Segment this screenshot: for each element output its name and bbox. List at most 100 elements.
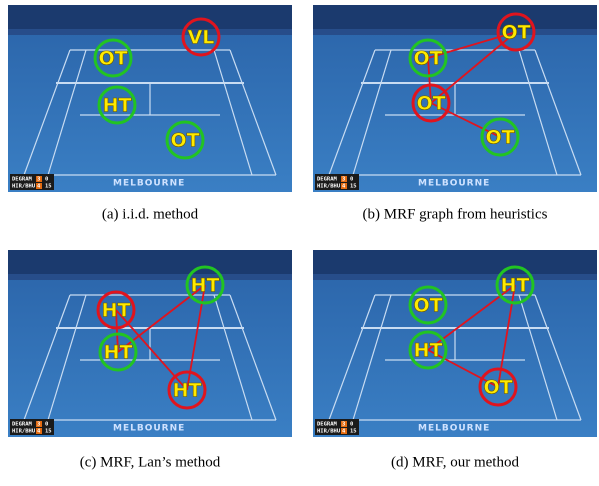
graph-edge [427, 57, 432, 104]
node-circle [478, 367, 518, 407]
score-text: HIR/BHU [12, 429, 36, 435]
score-box [36, 183, 42, 189]
court-line [229, 294, 277, 421]
node-circle [411, 83, 451, 123]
node-label: OT [501, 22, 530, 44]
score-box [341, 183, 347, 189]
scoreboard-bg [10, 419, 54, 435]
stands-band [313, 29, 597, 35]
node-circle [495, 265, 535, 305]
score-text: 0 [350, 177, 353, 183]
node-circle [408, 330, 448, 370]
scoreboard: DEGRAM 3 0 HIR/BHU 4 15 [315, 419, 359, 435]
score-text: 0 [350, 422, 353, 428]
court-line [23, 294, 71, 421]
court-line [534, 294, 582, 421]
court-line [328, 49, 376, 176]
score-text: DEGRAM [317, 177, 338, 183]
node-label: HT [104, 342, 133, 364]
graph-edge [115, 309, 119, 353]
score-text: 4 [342, 184, 346, 190]
node-label: HT [173, 380, 202, 402]
score-text: 15 [45, 429, 52, 435]
score-box [341, 421, 347, 427]
scoreboard-bg [315, 174, 359, 190]
court-line [534, 49, 582, 176]
node-label: OT [483, 377, 512, 399]
venue-logo: MELBOURNE [113, 424, 185, 434]
court-line [47, 49, 87, 176]
graph-edge [427, 31, 517, 59]
node-circle [181, 17, 221, 57]
node-circle [480, 117, 520, 157]
caption: (c) MRF, Lan’s method [80, 454, 221, 470]
score-text: 3 [342, 422, 345, 428]
node-label: OT [170, 130, 199, 152]
node-label: HT [103, 95, 132, 117]
score-text: 4 [37, 429, 41, 435]
node-label: HT [102, 300, 131, 322]
score-text: 15 [350, 184, 357, 190]
court-line [47, 294, 87, 421]
score-text: 3 [37, 422, 40, 428]
score-text: 15 [350, 429, 357, 435]
score-box [36, 421, 42, 427]
node-circle [97, 85, 137, 125]
score-text: DEGRAM [12, 177, 33, 183]
score-text: 4 [37, 184, 41, 190]
scoreboard-bg [315, 419, 359, 435]
venue-logo: MELBOURNE [418, 424, 490, 434]
node-circle [408, 285, 448, 325]
scoreboard: DEGRAM 3 0 HIR/BHU 4 15 [10, 174, 54, 190]
node-circle [93, 38, 133, 78]
scoreboard-bg [10, 174, 54, 190]
score-box [36, 176, 42, 182]
node-label: OT [413, 48, 442, 70]
panel: DEGRAM 3 0 HIR/BHU 4 15 MELBOURNE OT OT OT OT [313, 5, 597, 192]
panel: DEGRAM 3 0 HIR/BHU 4 15 MELBOURNE VL OT HT OT [8, 5, 292, 192]
score-text: 3 [37, 177, 40, 183]
node-label: OT [98, 48, 127, 70]
node-label: HT [414, 340, 443, 362]
node-circle [98, 332, 138, 372]
court-line [518, 294, 558, 421]
score-text: DEGRAM [317, 422, 338, 428]
score-text: 3 [342, 177, 345, 183]
node-label: HT [191, 275, 220, 297]
score-box [36, 428, 42, 434]
court-line [352, 49, 392, 176]
score-text: 0 [45, 177, 48, 183]
score-text: HIR/BHU [12, 184, 36, 190]
stands-band [8, 274, 292, 280]
court-line [23, 49, 71, 176]
score-text: HIR/BHU [317, 429, 341, 435]
panel: DEGRAM 3 0 HIR/BHU 4 15 MELBOURNE OT HT HT OT [313, 250, 597, 437]
node-label: VL [188, 27, 215, 49]
score-text: 0 [45, 422, 48, 428]
scoreboard: DEGRAM 3 0 HIR/BHU 4 15 [10, 419, 54, 435]
court-line [213, 49, 253, 176]
node-circle [165, 120, 205, 160]
score-box [341, 176, 347, 182]
node-circle [185, 265, 225, 305]
panel: DEGRAM 3 0 HIR/BHU 4 15 MELBOURNE HT HT HT HT [8, 250, 292, 437]
court-line [328, 294, 376, 421]
score-box [341, 428, 347, 434]
node-circle [167, 370, 207, 410]
court-line [518, 49, 558, 176]
venue-logo: MELBOURNE [418, 179, 490, 189]
caption: (a) i.i.d. method [102, 206, 199, 222]
caption: (b) MRF graph from heuristics [363, 206, 548, 222]
scoreboard: DEGRAM 3 0 HIR/BHU 4 15 [315, 174, 359, 190]
graph-edge [430, 102, 501, 138]
court-line [229, 49, 277, 176]
venue-logo: MELBOURNE [113, 179, 185, 189]
stands-band [313, 274, 597, 280]
court-line [213, 294, 253, 421]
score-text: DEGRAM [12, 422, 33, 428]
node-label: HT [501, 275, 530, 297]
node-label: OT [416, 93, 445, 115]
node-circle [408, 38, 448, 78]
stands-band [8, 29, 292, 35]
